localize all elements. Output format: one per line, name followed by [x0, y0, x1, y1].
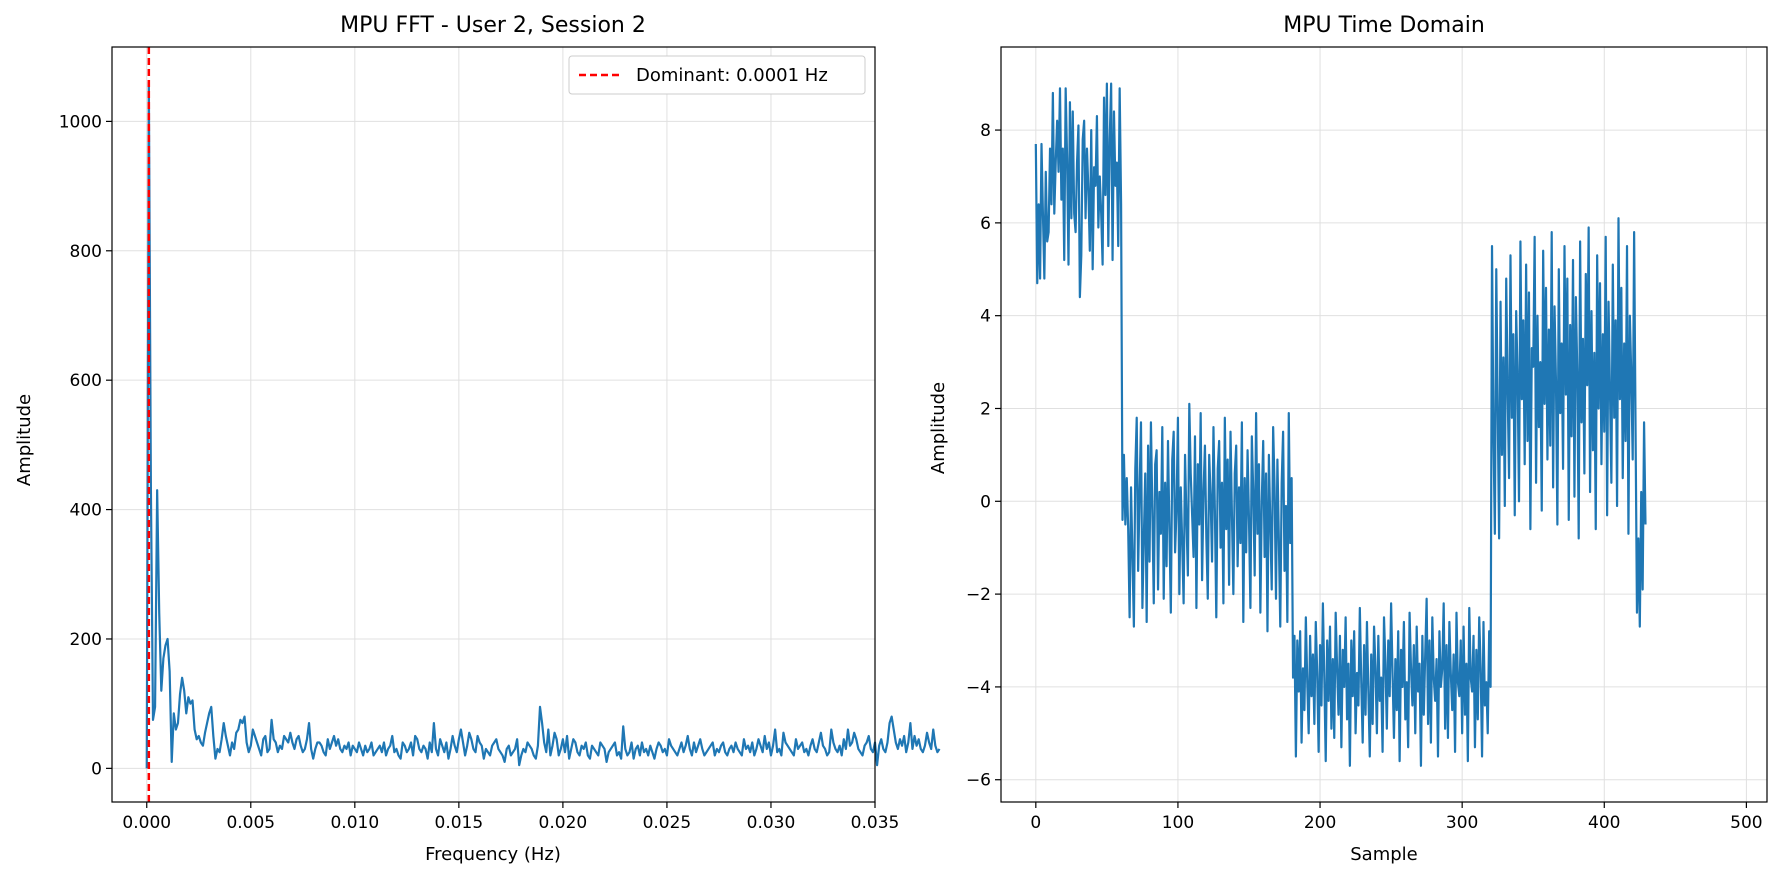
- fft-x-tick-label: 0.035: [851, 813, 900, 833]
- fft-x-tick-label: 0.020: [539, 813, 588, 833]
- fft-x-tick-label: 0.000: [122, 813, 171, 833]
- legend-dominant-label: Dominant: 0.0001 Hz: [636, 65, 828, 86]
- fft-y-tick-label: 200: [70, 630, 102, 650]
- time-x-tick-label: 100: [1162, 813, 1194, 833]
- time-x-tick-label: 500: [1730, 813, 1762, 833]
- time-chart-title: MPU Time Domain: [1283, 13, 1485, 38]
- legend-box: [568, 55, 866, 95]
- fft-x-tick-label: 0.005: [226, 813, 275, 833]
- fft-series-line-0: [145, 81, 941, 769]
- time-y-tick-label: −6: [966, 771, 991, 791]
- fft-x-tick-label: 0.025: [643, 813, 692, 833]
- time-y-tick-label: 4: [980, 307, 991, 327]
- time-y-tick-label: −4: [966, 678, 991, 698]
- time-y-axis-label: Amplitude: [928, 382, 949, 474]
- time-domain-chart: 0 100 200 300 400 500 −6 −4 −2 0 2 4 6 8 MPU Time Do…: [928, 13, 1768, 865]
- time-y-tick-label: 2: [980, 399, 991, 419]
- time-plot-frame: [1000, 46, 1768, 803]
- time-y-tick-label: −2: [966, 585, 991, 605]
- fft-x-tick-label: 0.015: [435, 813, 484, 833]
- fft-y-axis-label: Amplitude: [14, 394, 35, 486]
- time-y-ticks: −6 −4 −2 0 2 4 6 8: [966, 121, 1001, 791]
- fft-series: [145, 81, 941, 769]
- time-series: [1034, 82, 1647, 767]
- time-x-tick-label: 300: [1446, 813, 1478, 833]
- fft-x-ticks: 0.000 0.005 0.010 0.015 0.020 0.025 0.030 0.035: [122, 802, 899, 833]
- fft-plot-frame: [111, 46, 876, 803]
- fft-y-tick-label: 400: [70, 501, 102, 521]
- time-x-axis-label: Sample: [1350, 844, 1418, 865]
- fft-y-tick-label: 0: [91, 759, 102, 779]
- fft-x-tick-label: 0.030: [747, 813, 796, 833]
- time-x-tick-label: 200: [1304, 813, 1336, 833]
- time-y-tick-label: 8: [980, 121, 991, 141]
- fft-y-tick-label: 600: [70, 371, 102, 391]
- time-x-tick-label: 400: [1588, 813, 1620, 833]
- fft-y-tick-label: 1000: [59, 112, 102, 132]
- fft-x-axis-label: Frequency (Hz): [425, 844, 561, 865]
- fft-chart-title: MPU FFT - User 2, Session 2: [340, 13, 646, 38]
- fft-x-tick-label: 0.010: [330, 813, 379, 833]
- time-x-ticks: 0 100 200 300 400 500: [1030, 802, 1763, 833]
- time-y-tick-label: 0: [980, 492, 991, 512]
- time-series-line-0: [1034, 82, 1647, 767]
- fft-legend: Dominant: 0.0001 Hz: [568, 55, 866, 95]
- fft-y-ticks: 0 200 400 600 800 1000: [59, 112, 112, 779]
- fft-y-tick-label: 800: [70, 242, 102, 262]
- time-x-tick-label: 0: [1030, 813, 1041, 833]
- fft-chart: 0.000 0.005 0.010 0.015 0.020 0.025 0.030 0.035…: [14, 13, 941, 865]
- time-y-tick-label: 6: [980, 214, 991, 234]
